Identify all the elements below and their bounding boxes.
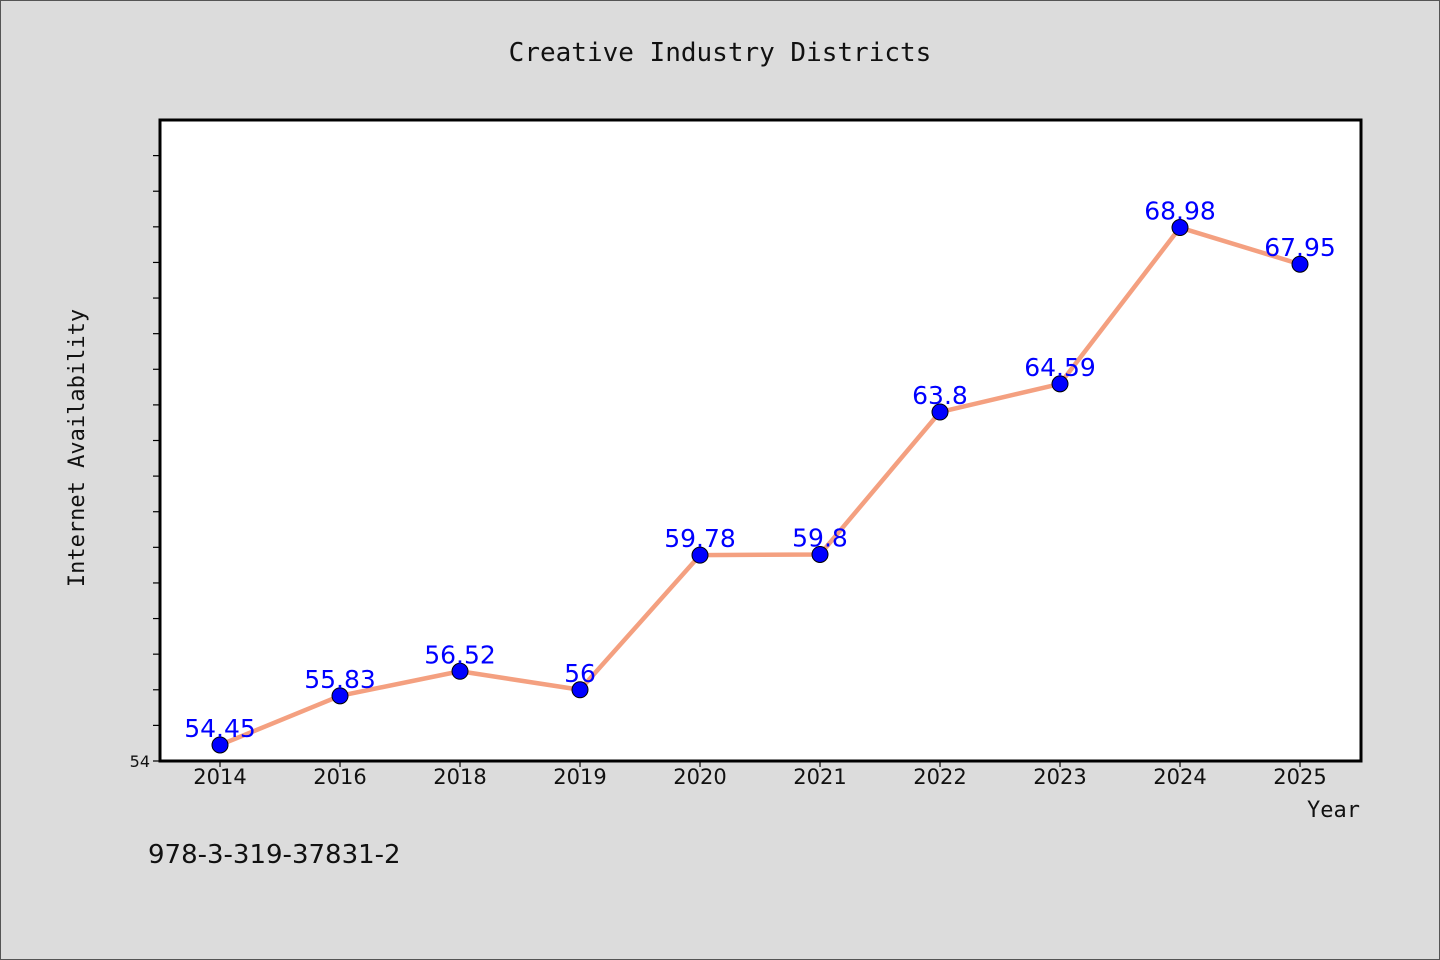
x-tick-label: 2022 — [913, 765, 966, 789]
x-axis-ticks: 2014 2016 2018 2019 2020 2021 2022 2023 2024 2025 — [193, 761, 1327, 789]
y-axis-label: Internet Availability — [65, 309, 90, 587]
data-point — [931, 403, 949, 421]
data-point — [1291, 255, 1309, 273]
data-label: 59.8 — [792, 523, 848, 552]
data-label: 64.59 — [1024, 353, 1096, 382]
data-point — [1051, 375, 1069, 393]
data-point — [571, 681, 589, 699]
data-label: 68.98 — [1144, 197, 1216, 226]
data-label: 56.52 — [424, 640, 496, 669]
x-tick-label: 2021 — [793, 765, 846, 789]
series-line — [217, 225, 1303, 748]
data-markers — [211, 219, 1309, 754]
x-tick-label: 2016 — [313, 765, 366, 789]
data-label: 54.45 — [184, 714, 256, 743]
data-label: 56 — [564, 659, 596, 688]
x-axis-label: Year — [1307, 798, 1360, 823]
data-labels: 54.45 55.83 56.52 56 59.78 59.8 63.8 64.59 68.98… — [184, 197, 1336, 743]
data-label: 63.8 — [912, 381, 968, 410]
y-tick-label: 54 — [130, 752, 150, 771]
plot-area — [158, 118, 1363, 763]
data-label: 55.83 — [304, 665, 376, 694]
x-tick-label: 2014 — [193, 765, 246, 789]
x-tick-label: 2018 — [433, 765, 486, 789]
data-point — [811, 545, 829, 563]
data-point — [211, 736, 229, 754]
data-point — [451, 662, 469, 680]
x-tick-label: 2023 — [1033, 765, 1086, 789]
chart-title: Creative Industry Districts — [509, 38, 932, 68]
x-tick-label: 2025 — [1273, 765, 1326, 789]
y-axis-ticks: 54 — [130, 155, 160, 771]
data-point — [1171, 219, 1189, 237]
data-label: 59.78 — [664, 524, 736, 553]
footer-code: 978-3-319-37831-2 — [148, 840, 401, 870]
x-tick-label: 2024 — [1153, 765, 1206, 789]
data-point — [331, 687, 349, 705]
x-tick-label: 2019 — [553, 765, 606, 789]
x-tick-label: 2020 — [673, 765, 726, 789]
data-point — [691, 546, 709, 564]
data-label: 67.95 — [1264, 233, 1336, 262]
